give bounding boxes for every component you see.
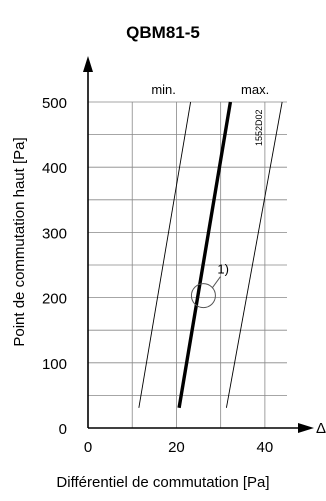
y-tick-label: 400 — [42, 160, 67, 177]
y-tick-label: 0 — [59, 421, 67, 438]
series-label: min. — [151, 82, 176, 97]
figure-code: 1552D02 — [254, 109, 264, 146]
series-line — [225, 101, 283, 408]
chart-title: QBM81-5 — [126, 23, 200, 42]
x-tick-label: 20 — [168, 439, 185, 456]
x-axis-arrow-icon — [298, 423, 314, 433]
axes — [83, 56, 314, 433]
y-tick-label: 100 — [42, 356, 67, 373]
y-tick-label: 300 — [42, 225, 67, 242]
series-line — [177, 101, 233, 409]
x-axis-symbol: Δp — [316, 420, 326, 437]
labels-layer: min. max. 1) 1552D02 Δp Différentiel de commu… — [11, 82, 326, 491]
x-tick-label: 0 — [84, 439, 92, 456]
grid — [87, 101, 287, 429]
annotation-label: 1) — [217, 262, 229, 277]
y-axis-label: Point de commutation haut [Pa] — [11, 137, 28, 346]
annotation-leader — [212, 276, 221, 288]
y-tick-label: 200 — [42, 291, 67, 308]
annotation-circle — [190, 283, 216, 309]
x-axis-label: Différentiel de commutation [Pa] — [56, 474, 269, 491]
series-layer — [138, 101, 283, 409]
x-tick-label: 40 — [257, 439, 274, 456]
y-tick-label: 500 — [42, 95, 67, 112]
series-line — [138, 101, 192, 408]
y-axis-arrow-icon — [83, 56, 93, 72]
series-label: max. — [241, 82, 269, 97]
